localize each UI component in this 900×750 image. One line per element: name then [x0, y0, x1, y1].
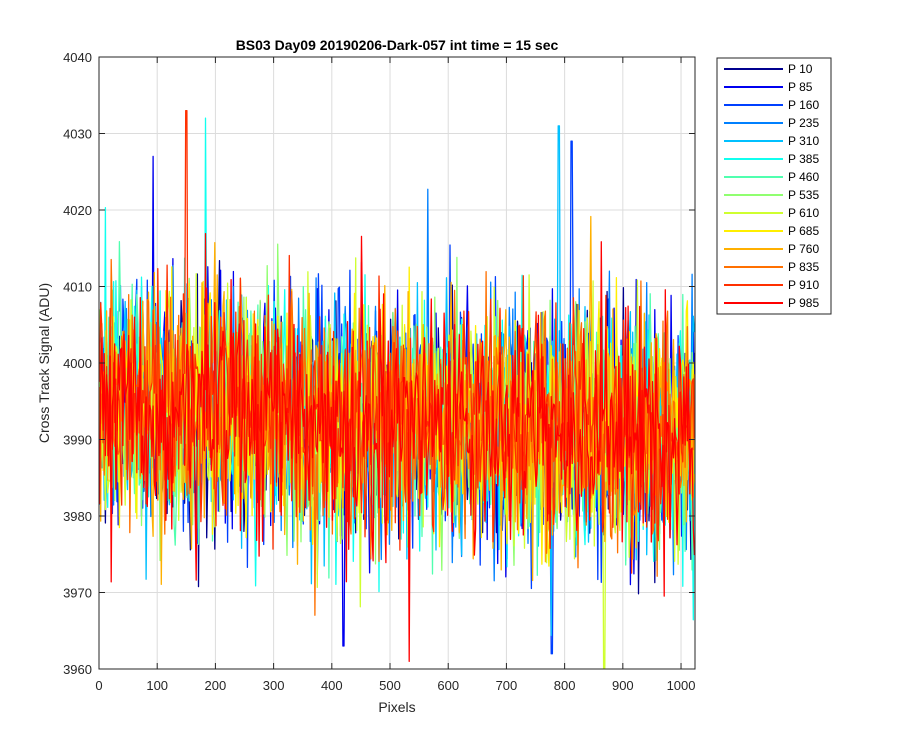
legend-label: P 85 — [788, 80, 813, 94]
legend-label: P 610 — [788, 206, 819, 220]
x-tick-label: 100 — [146, 678, 168, 693]
x-tick-label: 0 — [95, 678, 102, 693]
y-axis-label: Cross Track Signal (ADU) — [36, 283, 52, 443]
legend-label: P 385 — [788, 152, 819, 166]
x-tick-label: 900 — [612, 678, 634, 693]
x-tick-label: 500 — [379, 678, 401, 693]
legend-label: P 760 — [788, 242, 819, 256]
axis-ticks: 0 100 200 300 400 500 600 700 800 900 1000 3960 3970… — [63, 50, 695, 693]
legend-label: P 235 — [788, 116, 819, 130]
y-tick-label: 4000 — [63, 356, 92, 371]
x-tick-label: 800 — [554, 678, 576, 693]
y-tick-label: 3960 — [63, 662, 92, 677]
x-tick-label: 400 — [321, 678, 343, 693]
x-tick-label: 300 — [263, 678, 285, 693]
chart-title: BS03 Day09 20190206-Dark-057 int time = … — [236, 37, 559, 53]
series-layer — [99, 109, 695, 669]
legend-label: P 535 — [788, 188, 819, 202]
x-tick-label: 700 — [496, 678, 518, 693]
legend-label: P 685 — [788, 224, 819, 238]
legend-box — [716, 57, 832, 315]
legend-label: P 460 — [788, 170, 819, 184]
y-tick-label: 4040 — [63, 50, 92, 65]
legend-label: P 985 — [788, 296, 819, 310]
x-axis-label: Pixels — [378, 699, 415, 715]
y-tick-label: 3970 — [63, 586, 92, 601]
legend-label: P 10 — [788, 62, 813, 76]
y-tick-label: 4020 — [63, 203, 92, 218]
y-tick-label: 4030 — [63, 127, 92, 142]
y-tick-label: 3980 — [63, 509, 92, 524]
y-tick-label: 4010 — [63, 280, 92, 295]
legend-label: P 160 — [788, 98, 819, 112]
series-line-p-985 — [99, 232, 695, 663]
x-tick-label: 200 — [205, 678, 227, 693]
y-tick-label: 3990 — [63, 433, 92, 448]
legend-label: P 310 — [788, 134, 819, 148]
legend: P 10 P 85 P 160 P 235 P 310 P 385 P 460 P 535 P … — [716, 57, 832, 315]
legend-label: P 835 — [788, 260, 819, 274]
x-tick-label: 600 — [437, 678, 459, 693]
legend-label: P 910 — [788, 278, 819, 292]
x-tick-label: 1000 — [667, 678, 696, 693]
